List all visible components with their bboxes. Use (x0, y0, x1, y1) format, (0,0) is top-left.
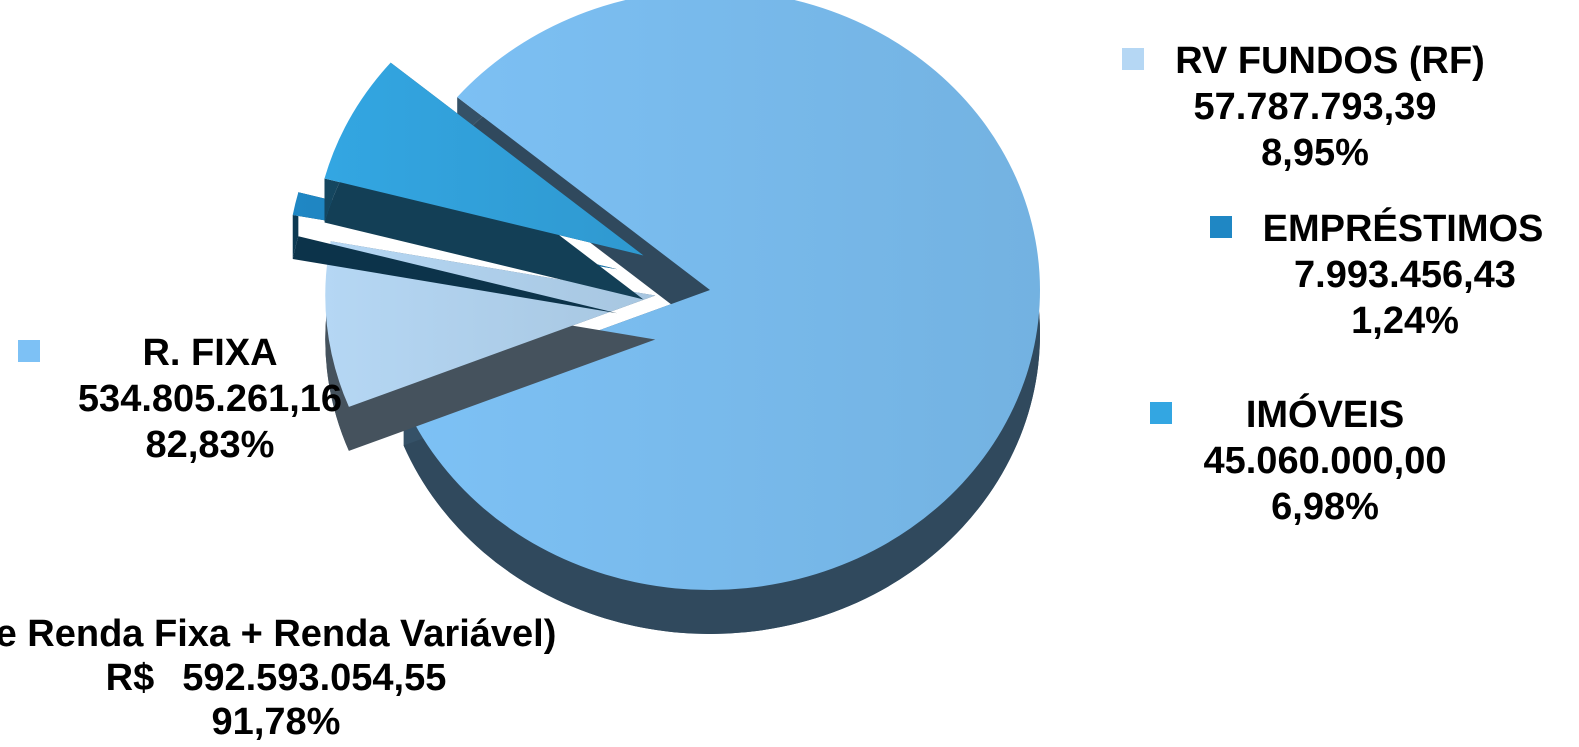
slice-value-r-fixa: 534.805.261,16 (77, 378, 343, 420)
slice-value-rv-fundos: 57.787.793,39 (1193, 86, 1437, 128)
slice-label-rv-fundos: RV FUNDOS (RF) (1150, 38, 1510, 84)
pie-slice-rv-fundos-rf (325, 241, 656, 407)
slice-label-rv-fundos-values: 57.787.793,39 8,95% (1150, 84, 1480, 176)
slice-name-rv-fundos: RV FUNDOS (RF) (1175, 40, 1485, 82)
slice-label-imoveis: IMÓVEIS 45.060.000,00 6,98% (1170, 392, 1480, 530)
combined-annotation-text: e Renda Fixa + Renda Variável) (0, 613, 557, 655)
combined-annotation: e Renda Fixa + Renda Variável) R$ 592.593… (0, 612, 576, 744)
combined-annotation-currency: R$ (105, 657, 155, 699)
slice-percent-emprestimos: 1,24% (1351, 300, 1459, 342)
pie-slice-bottom (292, 236, 618, 314)
pie-slice-r-fixa (403, 0, 1040, 590)
slice-label-emprestimos-values: 7.993.456,43 1,24% (1240, 252, 1570, 344)
slice-percent-rv-fundos: 8,95% (1261, 132, 1369, 174)
legend-swatch-r-fixa (18, 340, 40, 362)
slice-value-emprestimos: 7.993.456,43 (1294, 254, 1516, 296)
slice-value-imoveis: 45.060.000,00 (1203, 440, 1447, 482)
slice-name-r-fixa: R. FIXA (142, 332, 278, 374)
slice-label-emprestimos: EMPRÉSTIMOS (1238, 206, 1568, 252)
combined-annotation-percent: 91,78% (211, 701, 341, 743)
slice-label-r-fixa: R. FIXA 534.805.261,16 82,83% (40, 330, 380, 468)
slice-name-emprestimos: EMPRÉSTIMOS (1262, 208, 1544, 250)
slice-name-imoveis: IMÓVEIS (1245, 394, 1405, 436)
legend-swatch-emprestimos (1210, 216, 1232, 238)
slice-percent-r-fixa: 82,83% (145, 424, 275, 466)
combined-annotation-value-line: R$ 592.593.054,55 (0, 656, 576, 700)
legend-swatch-imoveis (1150, 402, 1172, 424)
slice-percent-imoveis: 6,98% (1271, 486, 1379, 528)
legend-swatch-rv-fundos (1122, 48, 1144, 70)
pie-slice-im-veis (324, 62, 644, 256)
combined-annotation-value: 592.593.054,55 (182, 657, 447, 699)
